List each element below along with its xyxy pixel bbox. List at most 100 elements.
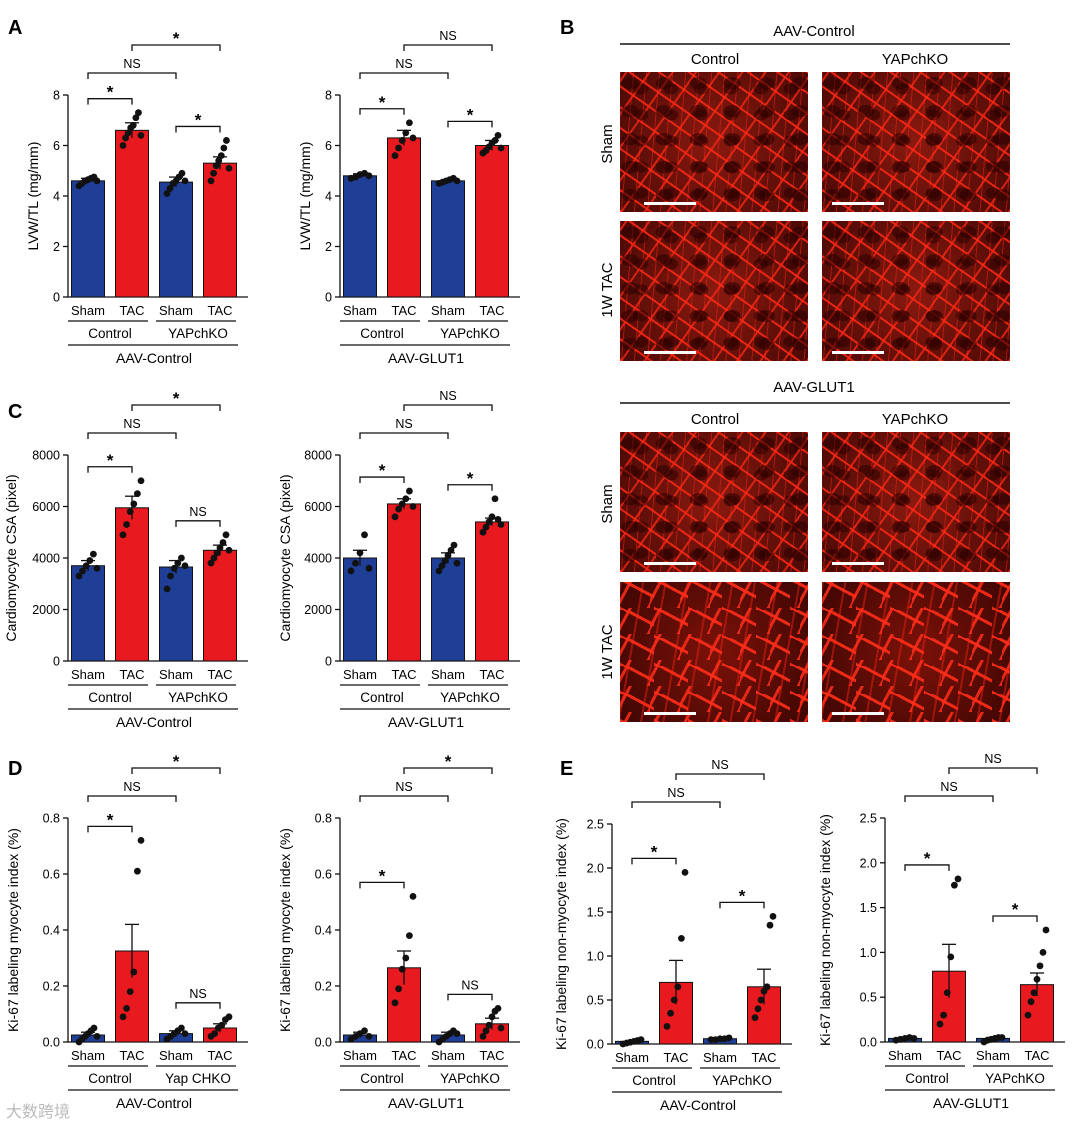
data-point	[166, 185, 174, 192]
x-tick-label: Sham	[431, 303, 465, 318]
significance-bracket	[87, 432, 177, 439]
data-point	[450, 541, 458, 549]
data-point	[137, 837, 145, 844]
x-tick-label: Sham	[159, 303, 193, 318]
data-point	[725, 1034, 733, 1042]
data-point	[181, 177, 189, 185]
subgroup-label: Control	[360, 690, 404, 705]
data-point	[438, 562, 446, 570]
data-point	[409, 893, 417, 900]
significance-star: *	[173, 752, 180, 771]
data-point	[170, 564, 178, 572]
y-tick-label: 8000	[32, 449, 60, 463]
x-tick-label: TAC	[391, 667, 416, 682]
x-tick-label: TAC	[663, 1050, 688, 1065]
y-tick-label: 0.0	[315, 1036, 332, 1050]
significance-bracket	[175, 125, 221, 133]
data-point	[494, 1005, 502, 1012]
chart-e2: 0.0 0.5 1.0 1.5 2.0 2.5 Ki-67 labeling non-myo…	[817, 752, 1065, 1111]
y-tick-label: 4000	[304, 552, 332, 566]
data-point	[1036, 962, 1044, 970]
y-tick-label: 8	[53, 89, 60, 103]
data-point	[444, 552, 452, 559]
y-axis-label: Cardiomyocyte CSA (pixel)	[3, 474, 19, 641]
micro-bottom-title: AAV-GLUT1	[773, 379, 854, 396]
y-axis-label: LVW/TL (mg/mm)	[25, 142, 41, 251]
significance-star: *	[379, 866, 386, 885]
y-tick-label: 0.8	[315, 812, 332, 826]
significance-ns: NS	[189, 505, 206, 519]
y-tick-label: 0	[325, 655, 332, 669]
x-tick-label: Sham	[431, 1048, 465, 1063]
x-tick-label: TAC	[391, 303, 416, 318]
data-point	[225, 164, 233, 172]
data-point	[361, 1027, 368, 1035]
y-tick-label: 6000	[304, 500, 332, 514]
y-tick-label: 6	[325, 139, 332, 153]
x-tick-label: Sham	[343, 1048, 377, 1063]
data-point	[132, 114, 140, 122]
x-tick-label: Sham	[343, 667, 377, 682]
data-point	[178, 169, 186, 177]
micrograph-aavcontrol-yapchko-sham	[822, 72, 1010, 212]
data-point	[678, 935, 685, 942]
y-tick-label: 2000	[32, 603, 60, 617]
x-tick-label: TAC	[391, 1048, 416, 1063]
data-point	[947, 953, 955, 961]
micrograph-aavglut1-yapchko-tac	[822, 582, 1010, 722]
data-point	[213, 549, 221, 557]
subgroup-label: YAPchKO	[712, 1073, 772, 1088]
y-tick-label: 8	[325, 89, 332, 103]
significance-ns: NS	[395, 780, 412, 794]
micro-top-col1: Control	[691, 51, 739, 68]
data-point	[763, 983, 771, 991]
data-point	[663, 1023, 671, 1030]
y-tick-label: 0.4	[43, 924, 60, 938]
bar	[71, 565, 105, 662]
data-point	[406, 932, 413, 939]
data-point	[90, 550, 97, 558]
data-point	[398, 500, 406, 508]
y-tick-label: 2000	[304, 603, 332, 617]
data-point	[90, 1024, 98, 1032]
chart-c1: 0 2000 4000 6000 8000 Cardiomyocyte CSA (pixe…	[3, 389, 248, 730]
data-point	[219, 539, 227, 546]
data-point	[174, 559, 182, 567]
data-point	[910, 1035, 918, 1042]
bar	[475, 145, 509, 298]
significance-bracket	[131, 44, 221, 51]
significance-ns: NS	[439, 29, 456, 43]
data-point	[361, 531, 368, 539]
y-tick-label: 2.5	[860, 812, 877, 826]
data-point	[395, 144, 402, 152]
significance-star: *	[107, 451, 114, 470]
y-axis-label: Ki-67 labeling myocyte index (%)	[5, 828, 21, 1032]
y-tick-label: 0.2	[315, 980, 332, 994]
micro-top-row2: 1W TAC	[599, 262, 616, 317]
y-tick-label: 0.6	[43, 868, 60, 882]
significance-ns: NS	[461, 978, 478, 992]
bar	[431, 557, 465, 662]
significance-bracket	[87, 825, 133, 833]
data-point	[491, 495, 499, 503]
chart-e1: 0.0 0.5 1.0 1.5 2.0 2.5 Ki-67 labeling non-myo…	[553, 758, 792, 1113]
data-point	[181, 1030, 189, 1037]
y-axis-label: Cardiomyocyte CSA (pixel)	[277, 474, 293, 641]
significance-bracket	[992, 915, 1038, 922]
significance-bracket	[87, 72, 177, 79]
x-tick-label: Sham	[615, 1050, 649, 1065]
micrograph-aavglut1-control-sham	[620, 432, 808, 572]
x-tick-label: TAC	[479, 667, 504, 682]
significance-star: *	[379, 93, 386, 112]
data-point	[681, 869, 689, 876]
y-tick-label: 2.0	[587, 862, 604, 876]
x-tick-label: TAC	[1024, 1048, 1049, 1063]
y-tick-label: 6000	[32, 500, 60, 514]
data-point	[998, 1034, 1006, 1041]
subgroup-label: Control	[88, 690, 132, 705]
significance-bracket	[948, 767, 1038, 774]
y-tick-label: 8000	[304, 449, 332, 463]
data-point	[212, 162, 220, 170]
bar	[387, 503, 421, 662]
subgroup-label: Control	[632, 1073, 676, 1088]
